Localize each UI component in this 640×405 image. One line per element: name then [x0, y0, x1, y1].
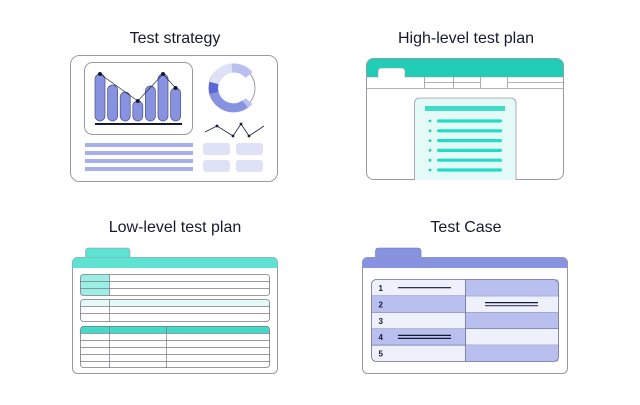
- bar-chart: [94, 73, 181, 122]
- bullet-line: [437, 168, 502, 172]
- trend-point: [135, 99, 140, 103]
- bullet: [428, 119, 432, 123]
- strategy-card: [70, 55, 278, 182]
- bullet: [428, 168, 432, 172]
- title-test-case: Test Case: [430, 219, 502, 236]
- trend-point: [161, 72, 165, 76]
- row-cell: [465, 345, 559, 362]
- table-border: [371, 279, 559, 362]
- stat-tiles: [203, 143, 263, 172]
- row-cell: [465, 312, 559, 329]
- bullet-line: [437, 139, 502, 143]
- row-number: 3: [379, 317, 384, 326]
- title-test-strategy: Test strategy: [129, 30, 221, 47]
- row-cell: [371, 295, 466, 313]
- donut-chart: [208, 63, 256, 113]
- bar: [157, 73, 169, 122]
- bar: [170, 87, 181, 122]
- row-number: 5: [379, 350, 384, 359]
- bullet: [428, 158, 432, 162]
- bullet: [428, 149, 432, 152]
- table-1: [80, 274, 270, 296]
- bar: [119, 91, 131, 122]
- table-2: [80, 299, 270, 322]
- trend-point: [98, 72, 102, 76]
- table-3: [80, 326, 270, 368]
- sparkline: [204, 123, 265, 137]
- row-number: 1: [379, 284, 384, 293]
- bar: [145, 85, 156, 122]
- test-case-table: 1 2 3 4 5: [371, 279, 559, 362]
- bullet: [428, 139, 432, 143]
- text-lines: [85, 143, 193, 171]
- title-high-level-test-plan: High-level test plan: [397, 30, 535, 47]
- test-case-card: 1 2 3 4 5: [362, 247, 568, 374]
- bullet-line: [437, 148, 502, 152]
- bar: [94, 73, 106, 122]
- high-level-plan-card: [366, 58, 564, 180]
- bar: [132, 100, 144, 122]
- trend-line: [99, 73, 176, 102]
- plan-bullet-list: [428, 119, 502, 172]
- low-level-plan-card: [72, 247, 278, 374]
- bullet-line: [437, 158, 502, 162]
- bullet: [428, 129, 432, 133]
- row-cell: [371, 328, 466, 346]
- row-number: 4: [379, 333, 384, 342]
- row-number: 2: [379, 300, 384, 309]
- bar: [107, 84, 118, 122]
- bullet-line: [437, 119, 502, 123]
- trend-point: [173, 86, 178, 90]
- bullet-line: [437, 129, 502, 133]
- title-low-level-test-plan: Low-level test plan: [108, 219, 242, 236]
